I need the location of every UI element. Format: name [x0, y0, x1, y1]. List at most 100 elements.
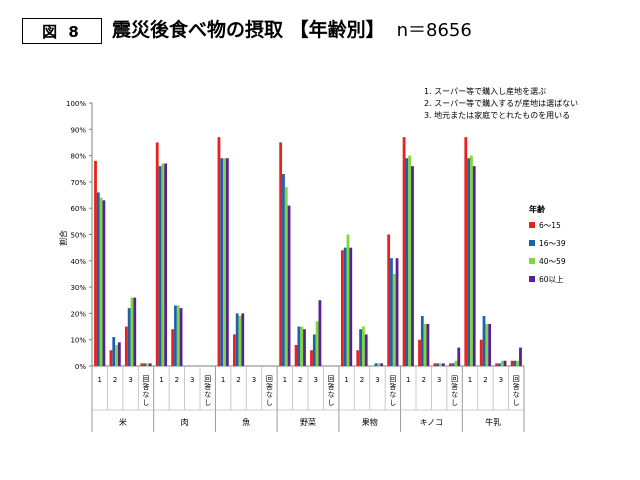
bar [346, 234, 350, 366]
bar [279, 142, 283, 366]
bar [109, 350, 113, 366]
bar [500, 360, 504, 366]
bar [464, 137, 468, 366]
answer-label: 1 [344, 376, 348, 384]
answer-label: 1 [468, 376, 472, 384]
bar [171, 329, 175, 366]
bar [510, 360, 514, 366]
answer-label: 1 [221, 376, 225, 384]
answer-label: 3 [252, 376, 256, 384]
y-tick-label: 0% [75, 363, 86, 371]
bar [310, 350, 313, 366]
legend-swatch [529, 222, 535, 228]
bar [241, 313, 245, 366]
food-group-label: キノコ [420, 418, 443, 427]
food-group-label: 魚 [242, 417, 250, 427]
bar [112, 337, 116, 366]
bar [133, 297, 137, 366]
answer-label: 回答なし [143, 375, 150, 407]
y-tick-label: 40% [70, 258, 86, 266]
bar [433, 363, 437, 366]
legend-label: 40〜59 [539, 257, 566, 266]
bar [405, 158, 409, 366]
y-tick-label: 100% [66, 100, 86, 108]
bar [340, 250, 344, 366]
figure-label: 図 8 [22, 18, 102, 44]
bar [467, 158, 470, 366]
legend-label: 60以上 [539, 275, 564, 284]
chart-title: 震災後食べ物の摂取 【年齢別】 n＝8656 [112, 14, 472, 46]
bar [225, 158, 229, 366]
bar [158, 166, 162, 366]
sample-size: n＝8656 [396, 20, 472, 41]
bar [99, 197, 103, 366]
bar [143, 363, 146, 366]
answer-label: 1 [159, 376, 163, 384]
bar [140, 363, 144, 366]
bar [448, 363, 452, 366]
bar [498, 363, 501, 366]
bar [472, 166, 476, 366]
bar [408, 155, 412, 366]
bar [454, 360, 458, 366]
bar [495, 363, 499, 366]
bar [436, 363, 440, 366]
bar [451, 363, 455, 366]
title-text: 震災後食べ物の摂取 【年齢別】 [112, 19, 385, 41]
y-tick-label: 90% [70, 126, 86, 134]
bar [294, 344, 298, 366]
bar [377, 363, 381, 366]
answer-label: 2 [483, 376, 487, 384]
bar [232, 334, 236, 366]
legend-label: 16〜39 [539, 239, 566, 248]
bar [130, 297, 134, 366]
y-tick-label: 50% [70, 232, 86, 240]
bar [392, 273, 396, 366]
bar [297, 326, 301, 366]
y-tick-label: 20% [70, 310, 86, 318]
answer-label: 回答なし [389, 375, 396, 407]
answer-label: 1 [406, 376, 410, 384]
answer-label: 回答なし [328, 375, 335, 407]
note-1: 1. スーパー等で購入し産地を選ぶ [424, 87, 547, 96]
bar [349, 247, 353, 366]
bar [220, 158, 224, 366]
food-group-label: 野菜 [300, 417, 316, 427]
bar [217, 137, 221, 366]
answer-label: 回答なし [513, 375, 520, 407]
bar [519, 347, 522, 366]
bar [362, 326, 365, 366]
bar [380, 363, 384, 366]
bar [312, 334, 316, 366]
bar [117, 342, 121, 366]
bar [179, 308, 183, 366]
bar [470, 155, 473, 366]
bar [127, 308, 131, 366]
food-group-label: 牛乳 [485, 417, 501, 427]
bar [315, 321, 319, 366]
bar [102, 200, 106, 366]
bar [439, 363, 442, 366]
bar [411, 166, 414, 366]
answer-label: 2 [175, 376, 179, 384]
answer-label: 3 [190, 376, 194, 384]
y-tick-label: 10% [70, 337, 86, 345]
answer-label: 3 [437, 376, 441, 384]
bar [96, 192, 100, 366]
bar [503, 360, 507, 366]
answer-label: 回答なし [266, 375, 273, 407]
bar [423, 323, 427, 366]
bar [235, 313, 239, 366]
answer-label: 1 [97, 376, 101, 384]
y-tick-label: 30% [70, 284, 86, 292]
bar [161, 163, 165, 366]
legend-title: 年齢 [529, 204, 546, 214]
bar [441, 363, 445, 366]
legend-swatch [529, 240, 535, 246]
bar [516, 360, 520, 366]
bar [426, 323, 430, 366]
bar [390, 258, 393, 366]
bar [174, 305, 177, 366]
answer-label: 3 [313, 376, 317, 384]
bar [420, 316, 424, 366]
